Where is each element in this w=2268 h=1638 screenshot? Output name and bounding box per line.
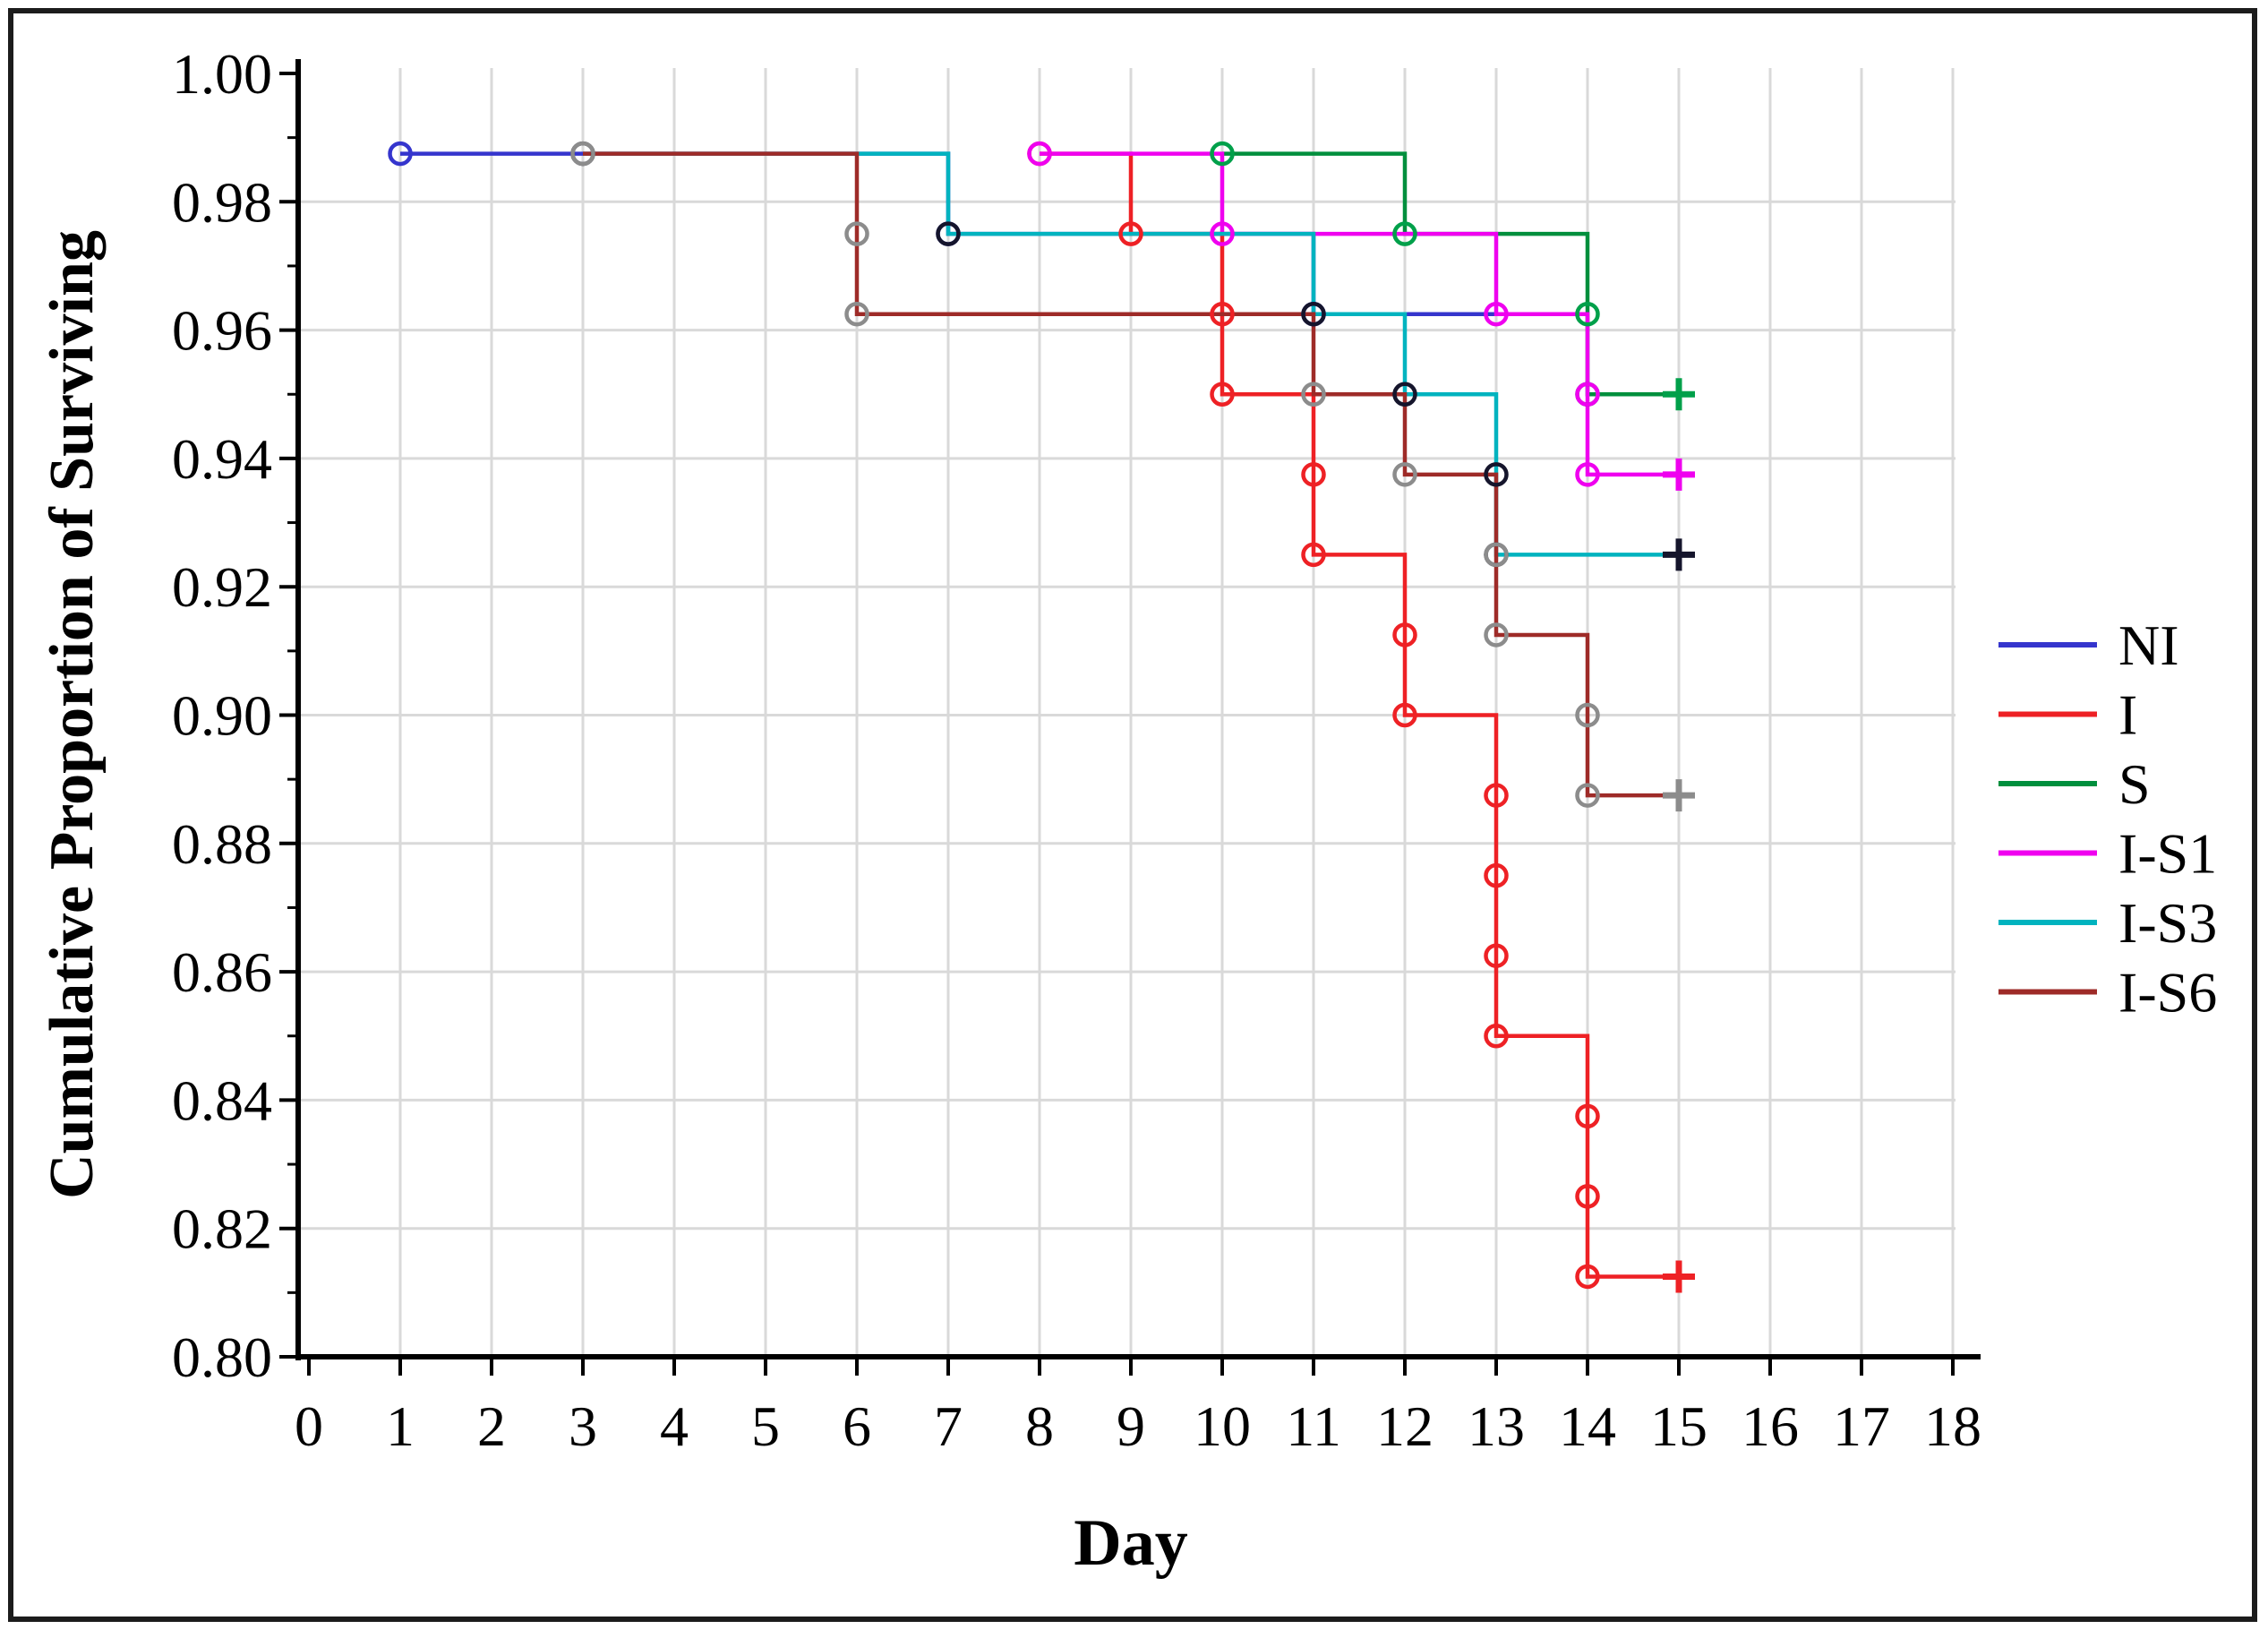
legend-label-NI: NI [2118,613,2179,677]
event-marker-I-S6 [1575,702,1600,728]
event-marker-I-S1 [1210,221,1235,246]
censor-cross-I-S3 [1663,538,1695,571]
series-line-S [1222,151,1679,397]
y-tick-label-0.98: 0.98 [172,170,272,234]
x-tick-label-18: 18 [1924,1394,1981,1458]
series-line-I-S1 [1040,151,1679,477]
event-marker-I [1575,1184,1600,1209]
censor-cross-I-S6 [1663,779,1695,812]
censor-cross-I-S1 [1663,458,1695,491]
x-tick-label-13: 13 [1468,1394,1525,1458]
event-marker-I-S1 [1575,382,1600,407]
x-tick-label-17: 17 [1833,1394,1890,1458]
x-tick-label-5: 5 [751,1394,780,1458]
x-tick-label-9: 9 [1117,1394,1145,1458]
event-marker-I [1301,462,1326,487]
event-marker-I [1392,622,1417,647]
x-tick-label-1: 1 [386,1394,415,1458]
legend-label-S: S [2118,752,2151,816]
event-marker-I-S6 [844,301,869,327]
event-marker-I [1575,1264,1600,1290]
event-marker-I-S1 [1484,301,1509,327]
event-marker-I-S6 [1484,542,1509,568]
x-tick-label-12: 12 [1376,1394,1434,1458]
event-marker-I-S6 [1575,783,1600,808]
censor-cross-S [1663,378,1695,411]
event-marker-I [1484,783,1509,808]
event-marker-I-S3 [1301,301,1326,327]
series-line-I-S6 [583,151,1679,798]
y-tick-label-1.00: 1.00 [172,42,272,106]
y-tick-label-0.86: 0.86 [172,940,272,1004]
y-tick-label-0.96: 0.96 [172,299,272,363]
event-marker-I-S6 [1484,622,1509,647]
event-marker-I-S6 [1392,462,1417,487]
y-axis-title: Cumulative Proportion of Surviving [38,230,107,1199]
x-tick-label-16: 16 [1742,1394,1799,1458]
x-tick-label-0: 0 [295,1394,323,1458]
legend-label-I: I [2118,683,2137,747]
event-marker-I-S6 [844,221,869,246]
x-tick-label-11: 11 [1286,1394,1341,1458]
x-tick-label-15: 15 [1650,1394,1707,1458]
y-tick-label-0.82: 0.82 [172,1197,272,1261]
x-tick-label-10: 10 [1194,1394,1251,1458]
event-marker-I-S3 [1484,462,1509,487]
event-marker-I [1484,1024,1509,1049]
event-marker-S [1575,301,1600,327]
event-marker-I [1118,221,1143,246]
event-marker-I-S6 [570,141,595,167]
event-marker-I [1210,301,1235,327]
x-tick-label-7: 7 [934,1394,963,1458]
event-marker-I-S1 [1027,141,1052,167]
x-axis-title: Day [1074,1506,1187,1580]
x-tick-label-6: 6 [843,1394,871,1458]
event-marker-I [1484,862,1509,888]
x-tick-label-2: 2 [477,1394,506,1458]
y-tick-label-0.92: 0.92 [172,555,272,619]
event-marker-S [1210,141,1235,167]
event-marker-I-S3 [1392,382,1417,407]
x-tick-label-3: 3 [569,1394,597,1458]
event-marker-I-S3 [936,221,961,246]
x-tick-label-8: 8 [1025,1394,1054,1458]
y-tick-label-0.84: 0.84 [172,1068,272,1132]
event-marker-I-S6 [1301,382,1326,407]
event-marker-I [1301,542,1326,568]
y-tick-label-0.88: 0.88 [172,812,272,876]
x-tick-label-4: 4 [660,1394,689,1458]
x-tick-label-14: 14 [1559,1394,1616,1458]
legend-label-I-S3: I-S3 [2118,891,2217,955]
figure-border [8,8,2257,1622]
y-tick-label-0.90: 0.90 [172,684,272,748]
event-marker-S [1392,221,1417,246]
censor-cross-I [1663,1260,1695,1293]
event-marker-I [1575,1103,1600,1129]
y-tick-label-0.94: 0.94 [172,427,272,491]
event-marker-I [1210,382,1235,407]
legend-label-I-S1: I-S1 [2118,822,2217,886]
event-marker-NI [388,141,413,167]
legend-label-I-S6: I-S6 [2118,961,2217,1025]
event-marker-I [1392,702,1417,728]
event-marker-I [1484,943,1509,968]
y-tick-label-0.80: 0.80 [172,1325,272,1389]
event-marker-I-S1 [1575,462,1600,487]
